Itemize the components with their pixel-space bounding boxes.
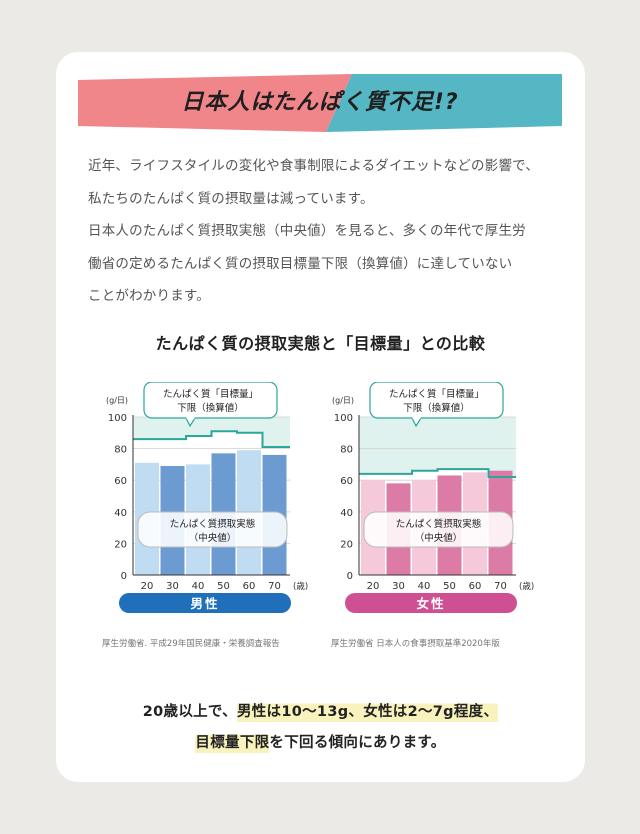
target-line (359, 468, 516, 479)
gender-label: 男性 (190, 596, 219, 611)
conclusion-line-1: 20歳以上で、男性は10〜13g、女性は2〜7g程度、 (56, 700, 585, 722)
x-axis-unit: (歳) (519, 581, 534, 592)
callout-box (143, 382, 278, 419)
source-note-male: 厚生労働省. 平成29年国民健康・栄養調査報告 (102, 639, 280, 649)
x-tick-label: 30 (392, 581, 405, 592)
y-axis-label: (g/日) (332, 396, 354, 405)
banner-title: 日本人はたんぱく質不足!? (181, 90, 459, 115)
x-axis-unit: (歳) (293, 581, 308, 592)
x-tick-label: 20 (367, 581, 380, 592)
y-tick-label: 20 (114, 539, 127, 550)
callout-text: （中央値） (415, 532, 463, 544)
y-tick-label: 60 (340, 476, 353, 487)
y-axis-label: (g/日) (106, 396, 128, 405)
female-chart: (g/日) 0 20 40 60 80 100 20 30 40 50 60 70 (歳) たんぱく質「目標… (332, 382, 534, 613)
x-tick-label: 70 (494, 581, 507, 592)
callout-box (363, 511, 514, 548)
callout-text: 下限（換算値） (403, 402, 470, 414)
x-tick-label: 40 (192, 581, 205, 592)
intake-callout: たんぱく質摂取実態 （中央値） (363, 511, 514, 548)
y-tick-label: 0 (121, 571, 127, 582)
conclusion-text: を下回る傾向にあります。 (269, 735, 446, 751)
y-tick-label: 100 (108, 413, 127, 424)
callout-text: 下限（換算値） (177, 402, 244, 414)
x-tick-label: 20 (141, 581, 154, 592)
y-tick-label: 80 (114, 445, 127, 456)
x-tick-label: 50 (443, 581, 456, 592)
title-banner: 日本人はたんぱく質不足!? (78, 74, 562, 132)
gender-label: 女性 (416, 596, 445, 611)
source-note-female: 厚生労働省 日本人の食事摂取基準2020年版 (331, 639, 500, 649)
gender-pill (119, 593, 291, 613)
x-tick-label: 60 (469, 581, 482, 592)
target-callout: たんぱく質「目標量」下限（換算値） (369, 382, 504, 428)
target-band (359, 417, 516, 478)
gender-pill (345, 593, 517, 613)
x-tick-label: 70 (268, 581, 281, 592)
y-tick-label: 80 (340, 445, 353, 456)
intro-paragraph: 近年、ライフスタイルの変化や食事制限によるダイエットなどの影響で、 私たちのたん… (88, 150, 558, 313)
callout-text: たんぱく質「目標量」 (389, 388, 484, 400)
target-line (133, 430, 290, 449)
y-tick-label: 40 (114, 508, 127, 519)
intake-callout: たんぱく質摂取実態 （中央値） (137, 511, 288, 548)
y-tick-label: 20 (340, 539, 353, 550)
callout-pointer-mask (412, 416, 421, 419)
callout-pointer-mask (186, 416, 195, 419)
conclusion-highlight: 男性は10〜13g、女性は2〜7g程度、 (236, 702, 499, 722)
target-callout: たんぱく質「目標量」下限（換算値） (143, 382, 278, 428)
callout-text: たんぱく質「目標量」 (163, 388, 258, 400)
callout-text: （中央値） (189, 532, 237, 544)
y-tick-label: 100 (334, 413, 353, 424)
banner-background (78, 74, 562, 132)
callout-pointer (185, 417, 196, 428)
intro-line: 日本人のたんぱく質摂取実態（中央値）を見ると、多くの年代で厚生労 (88, 223, 526, 239)
x-tick-label: 60 (243, 581, 256, 592)
intro-line: 近年、ライフスタイルの変化や食事制限によるダイエットなどの影響で、 (88, 158, 540, 174)
callout-box (137, 511, 288, 548)
x-tick-label: 30 (166, 581, 179, 592)
y-tick-label: 60 (114, 476, 127, 487)
conclusion-text: 20歳以上で、 (142, 704, 237, 720)
intro-line: 働省の定めるたんぱく質の摂取目標量下限（換算値）に達していない (88, 255, 513, 272)
callout-box (369, 382, 504, 419)
conclusion-highlight: 目標量下限 (195, 733, 270, 753)
x-tick-label: 40 (418, 581, 431, 592)
x-tick-label: 50 (217, 581, 230, 592)
intro-line: 私たちのたんぱく質の摂取量は減っています。 (88, 190, 374, 207)
y-tick-label: 40 (340, 508, 353, 519)
intro-line: ことがわかります。 (88, 288, 210, 304)
callout-text: たんぱく質摂取実態 (170, 518, 256, 530)
callout-pointer (411, 417, 422, 428)
y-tick-label: 0 (347, 571, 353, 582)
conclusion-line-2: 目標量下限を下回る傾向にあります。 (56, 731, 585, 753)
male-chart: (g/日) 0 20 40 60 80 100 20 30 40 50 60 70 (歳) たんぱく質「目標… (106, 382, 308, 613)
callout-text: たんぱく質摂取実態 (396, 518, 482, 530)
chart-title: たんぱく質の摂取実態と「目標量」との比較 (155, 334, 486, 353)
